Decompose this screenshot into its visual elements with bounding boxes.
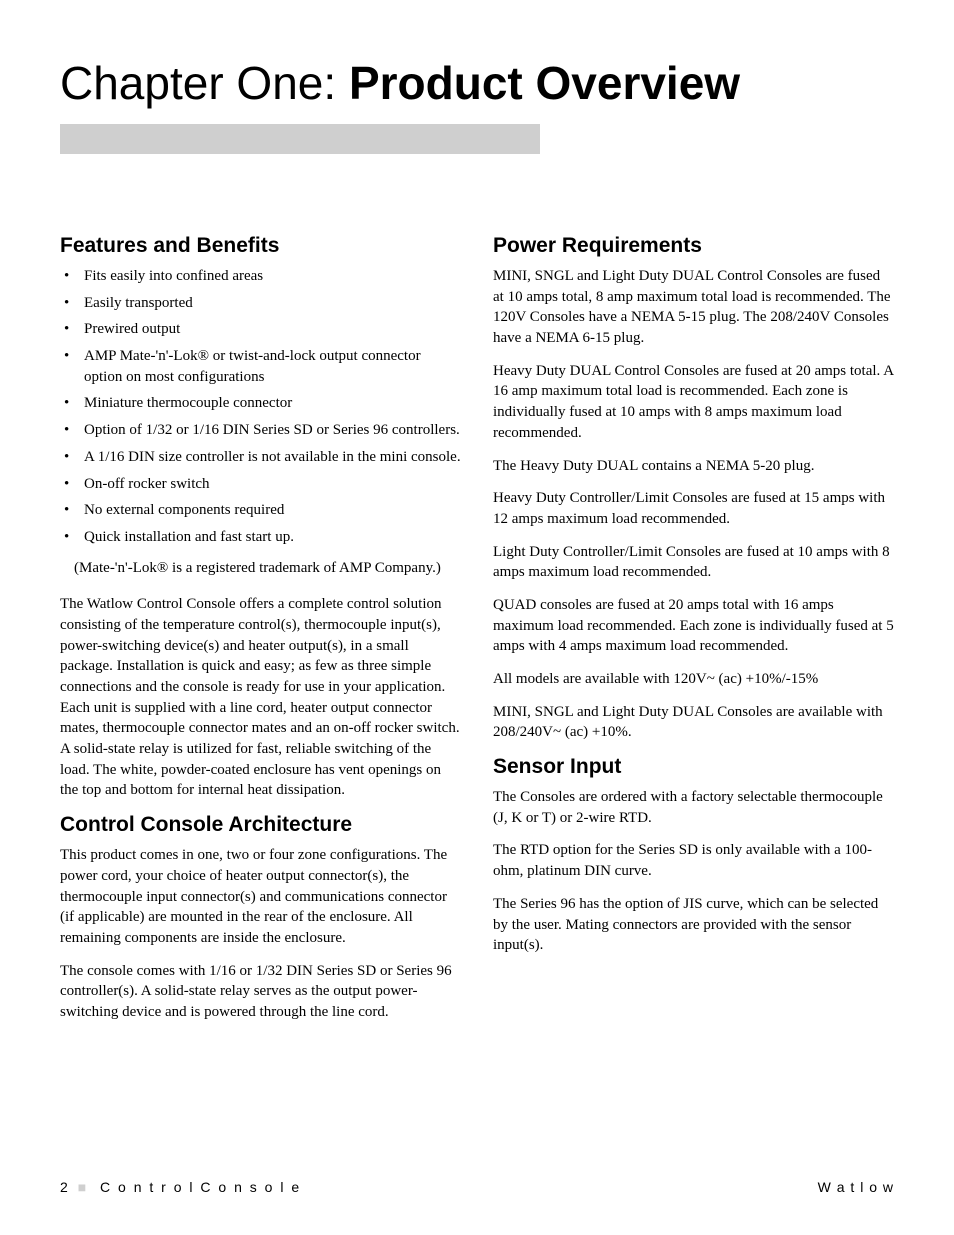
power-paragraph-2: Heavy Duty DUAL Control Consoles are fus… [493,361,894,444]
features-bullet-list: Fits easily into confined areas Easily t… [60,266,461,548]
two-column-layout: Features and Benefits Fits easily into c… [60,234,894,1035]
list-item: AMP Mate-'n'-Lok® or twist-and-lock outp… [60,346,461,387]
left-column: Features and Benefits Fits easily into c… [60,234,461,1035]
square-icon: ■ [78,1179,88,1195]
arch-paragraph-2: The console comes with 1/16 or 1/32 DIN … [60,961,461,1023]
power-paragraph-1: MINI, SNGL and Light Duty DUAL Control C… [493,266,894,349]
sensor-paragraph-2: The RTD option for the Series SD is only… [493,840,894,881]
footer-left: 2 ■ C o n t r o l C o n s o l e [60,1179,301,1195]
arch-paragraph-1: This product comes in one, two or four z… [60,845,461,948]
list-item: Easily transported [60,293,461,314]
list-item: Quick installation and fast start up. [60,527,461,548]
page-number: 2 [60,1179,68,1195]
power-paragraph-7: All models are available with 120V~ (ac)… [493,669,894,690]
sensor-paragraph-3: The Series 96 has the option of JIS curv… [493,894,894,956]
trademark-note: (Mate-'n'-Lok® is a registered trademark… [60,558,461,579]
chapter-prefix: Chapter One: [60,57,349,109]
power-paragraph-3: The Heavy Duty DUAL contains a NEMA 5-20… [493,456,894,477]
footer-doc-title: C o n t r o l C o n s o l e [100,1179,301,1195]
sensor-heading: Sensor Input [493,755,894,779]
power-paragraph-8: MINI, SNGL and Light Duty DUAL Consoles … [493,702,894,743]
list-item: Miniature thermocouple connector [60,393,461,414]
list-item: On-off rocker switch [60,474,461,495]
architecture-heading: Control Console Architecture [60,813,461,837]
list-item: A 1/16 DIN size controller is not availa… [60,447,461,468]
page: Chapter One: Product Overview Features a… [0,0,954,1235]
power-paragraph-4: Heavy Duty Controller/Limit Consoles are… [493,488,894,529]
chapter-title: Chapter One: Product Overview [60,56,894,110]
title-underline-bar [60,124,540,154]
power-paragraph-6: QUAD consoles are fused at 20 amps total… [493,595,894,657]
list-item: Option of 1/32 or 1/16 DIN Series SD or … [60,420,461,441]
intro-paragraph: The Watlow Control Console offers a comp… [60,594,461,801]
right-column: Power Requirements MINI, SNGL and Light … [493,234,894,1035]
footer-brand: W a t l o w [818,1179,894,1195]
list-item: Fits easily into confined areas [60,266,461,287]
page-footer: 2 ■ C o n t r o l C o n s o l e W a t l … [60,1179,894,1195]
sensor-paragraph-1: The Consoles are ordered with a factory … [493,787,894,828]
power-paragraph-5: Light Duty Controller/Limit Consoles are… [493,542,894,583]
list-item: No external components required [60,500,461,521]
features-heading: Features and Benefits [60,234,461,258]
list-item: Prewired output [60,319,461,340]
chapter-title-bold: Product Overview [349,57,740,109]
power-heading: Power Requirements [493,234,894,258]
